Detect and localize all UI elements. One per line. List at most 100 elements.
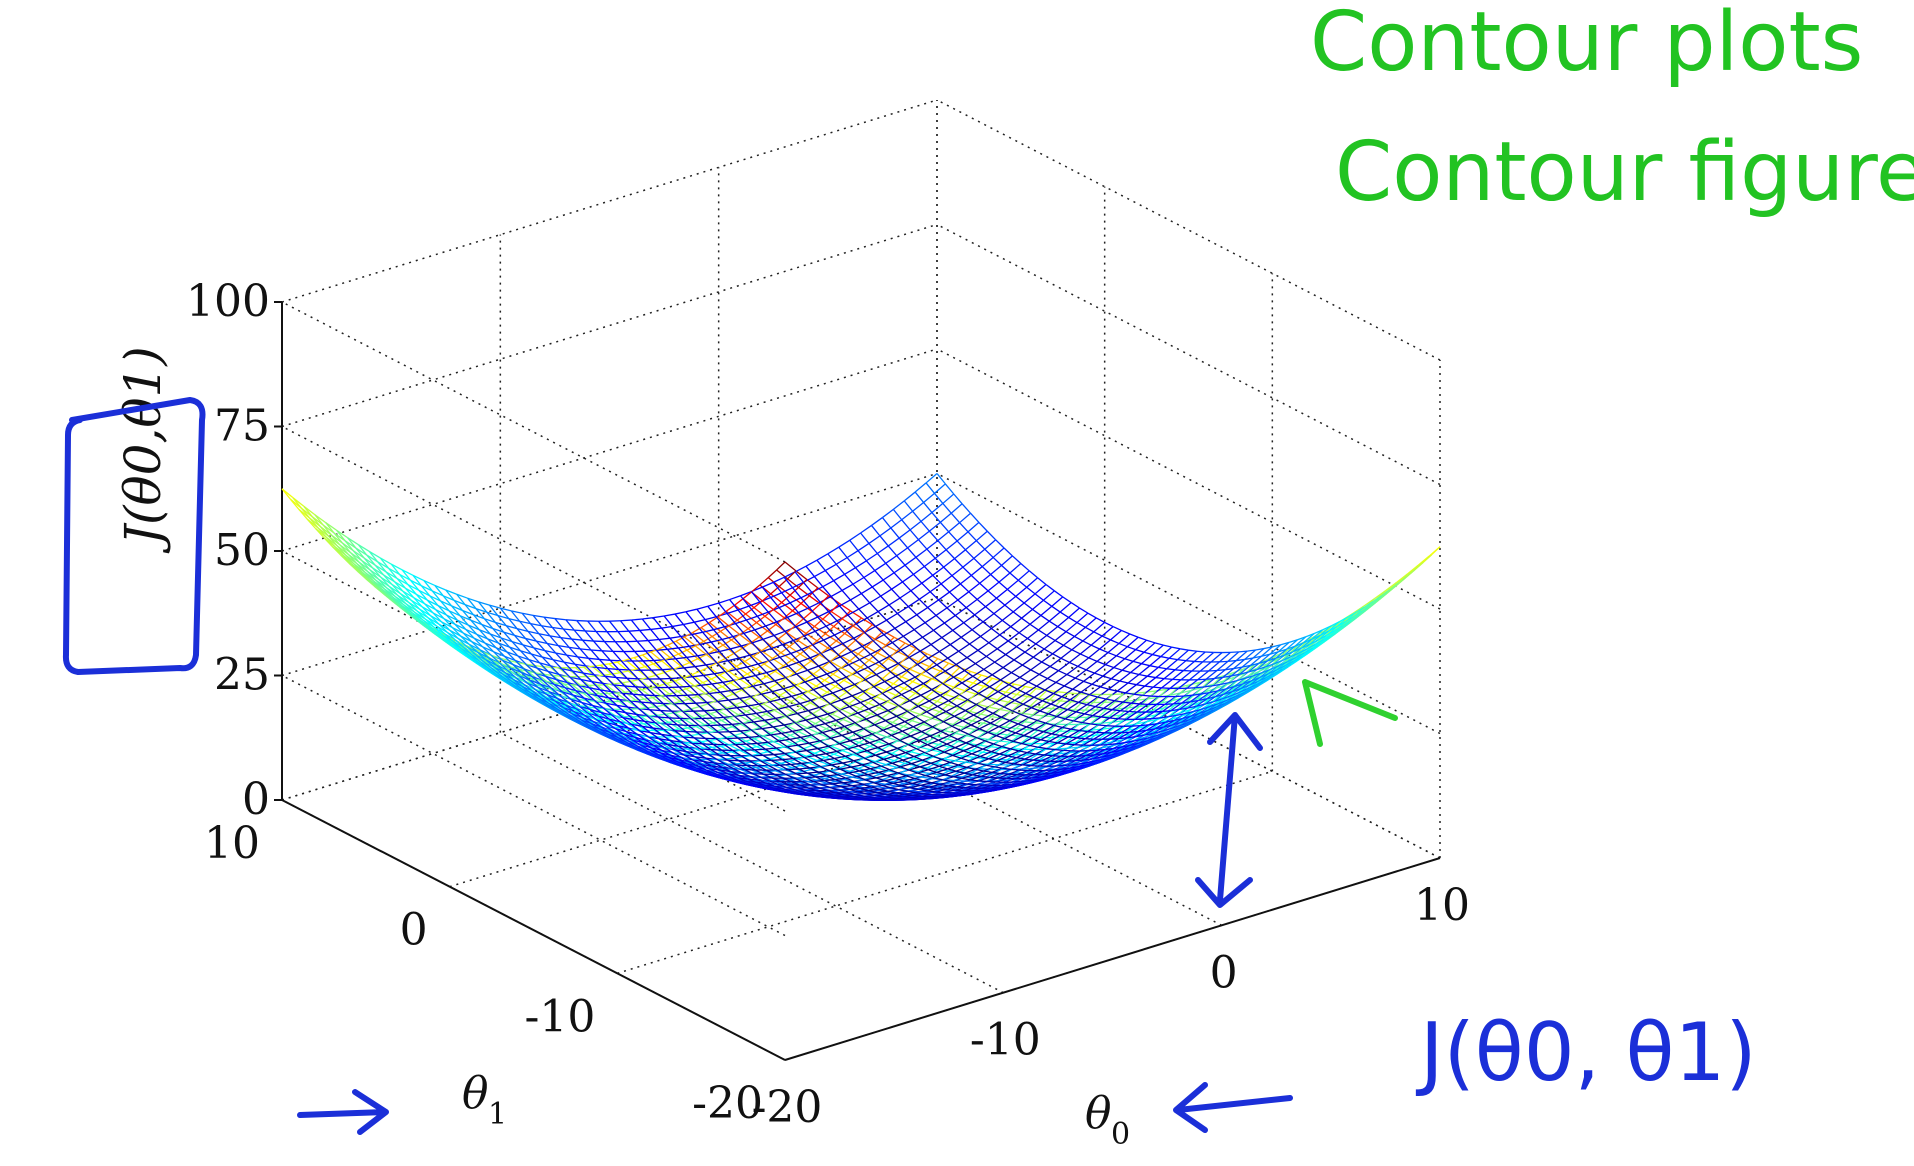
mesh-segment (856, 728, 866, 735)
mesh-segment (404, 587, 415, 599)
mesh-segment (596, 729, 606, 735)
mesh-segment (1152, 678, 1165, 688)
mesh-segment (489, 604, 501, 609)
mesh-segment (1100, 709, 1113, 718)
mesh-segment (772, 609, 785, 619)
mesh-segment (434, 584, 447, 591)
mesh-segment (840, 785, 852, 788)
mesh-segment (591, 680, 603, 685)
mesh-segment (641, 687, 651, 691)
mesh-segment (844, 633, 856, 641)
mesh-segment (795, 749, 807, 753)
mesh-segment (430, 627, 441, 636)
mesh-segment (588, 657, 600, 661)
mesh-segment (1302, 632, 1315, 644)
mesh-segment (467, 597, 479, 603)
mesh-segment (886, 612, 898, 621)
mesh-segment (544, 703, 554, 711)
mesh-segment (807, 771, 819, 774)
mesh-segment (369, 550, 381, 559)
mesh-segment (823, 713, 833, 720)
mesh-segment (1030, 705, 1042, 709)
mesh-segment (837, 691, 847, 699)
mesh-segment (475, 661, 485, 669)
mesh-segment (746, 615, 758, 621)
mesh-segment (405, 587, 417, 595)
mesh-segment (448, 610, 458, 621)
mesh-segment (969, 635, 981, 645)
mesh-segment (457, 638, 468, 647)
mesh-segment (1010, 617, 1023, 628)
mesh-segment (731, 633, 741, 641)
mesh-segment (1004, 595, 1017, 606)
mesh-segment (466, 645, 476, 655)
mesh-segment (792, 728, 804, 733)
mesh-segment (1014, 683, 1026, 688)
mesh-segment (603, 724, 614, 732)
mesh-segment (450, 641, 460, 650)
mesh-segment (789, 594, 802, 604)
mesh-segment (1183, 660, 1195, 672)
mesh-segment (936, 768, 948, 774)
mesh-segment (907, 739, 920, 746)
mesh-segment (510, 680, 520, 688)
mesh-segment (830, 770, 842, 775)
surface-mesh (281, 473, 1441, 802)
mesh-segment (1096, 652, 1109, 662)
mesh-segment (707, 700, 717, 705)
mesh-segment (966, 649, 979, 659)
mesh-segment (468, 643, 478, 653)
mesh-segment (898, 656, 909, 665)
mesh-segment (640, 750, 650, 756)
mesh-segment (1178, 701, 1191, 711)
mesh-segment (469, 655, 479, 663)
mesh-segment (692, 768, 702, 773)
mesh-segment (1134, 711, 1146, 720)
mesh-segment (624, 742, 634, 748)
mesh-segment (792, 602, 802, 612)
mesh-segment (642, 651, 652, 656)
mesh-segment (1006, 579, 1019, 590)
mesh-segment (1146, 723, 1158, 731)
mesh-segment (565, 704, 575, 713)
mesh-segment (894, 621, 907, 629)
mesh-segment (849, 660, 861, 668)
mesh-segment (1126, 730, 1139, 739)
mesh-segment (713, 689, 726, 699)
mesh-segment (746, 710, 758, 719)
mesh-segment (1027, 629, 1039, 639)
mesh-segment (634, 736, 644, 744)
mesh-segment (662, 668, 674, 671)
mesh-segment (367, 571, 377, 581)
mesh-segment (960, 629, 973, 638)
mesh-segment (917, 786, 930, 791)
mesh-segment (789, 597, 802, 604)
mesh-segment (948, 522, 961, 533)
mesh-segment (1008, 676, 1021, 686)
mesh-segment (856, 733, 868, 739)
mesh-segment (1001, 555, 1013, 566)
mesh-segment (1029, 614, 1042, 625)
mesh-segment (888, 597, 901, 606)
mesh-segment (875, 619, 887, 628)
mesh-segment (398, 604, 408, 613)
mesh-segment (487, 638, 497, 649)
mesh-segment (772, 688, 784, 693)
mesh-segment (876, 709, 889, 716)
mesh-segment (590, 722, 600, 730)
mesh-segment (770, 732, 782, 736)
mesh-segment (546, 703, 556, 711)
mesh-segment (1057, 616, 1070, 628)
mesh-segment (703, 770, 713, 776)
mesh-segment (799, 647, 809, 655)
mesh-segment (868, 535, 881, 544)
mesh-segment (1068, 729, 1080, 738)
mesh-segment (824, 673, 834, 681)
mesh-segment (728, 619, 738, 627)
mesh-segment (357, 544, 368, 556)
mesh-segment (1120, 725, 1133, 734)
mesh-segment (363, 557, 374, 569)
mesh-segment (429, 595, 439, 607)
mesh-segment (549, 635, 561, 639)
mesh-segment (560, 708, 570, 716)
